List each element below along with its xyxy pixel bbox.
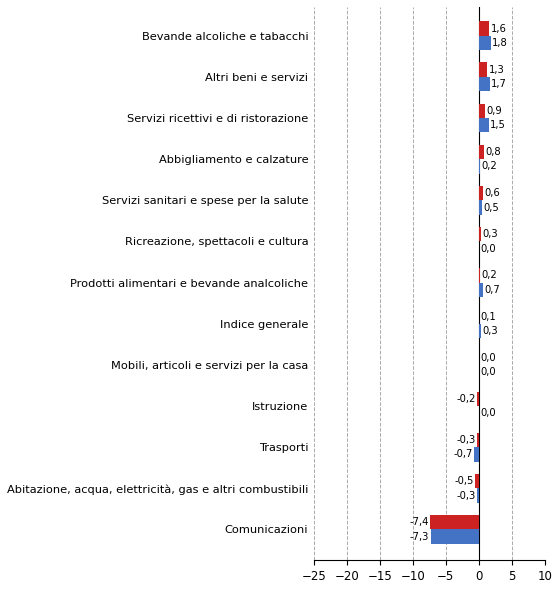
Bar bbox=[474, 447, 479, 461]
Text: 0,3: 0,3 bbox=[482, 326, 498, 336]
Bar bbox=[479, 268, 480, 283]
Text: 0,0: 0,0 bbox=[480, 367, 496, 377]
Text: 0,5: 0,5 bbox=[484, 202, 499, 212]
Text: -0,3: -0,3 bbox=[456, 435, 475, 445]
Text: -0,5: -0,5 bbox=[454, 476, 474, 486]
Text: 0,1: 0,1 bbox=[481, 312, 496, 322]
Bar bbox=[479, 283, 484, 297]
Text: -0,3: -0,3 bbox=[456, 490, 475, 500]
Text: 1,7: 1,7 bbox=[491, 79, 507, 89]
Text: 0,2: 0,2 bbox=[481, 270, 497, 280]
Bar bbox=[479, 63, 487, 77]
Text: 0,9: 0,9 bbox=[486, 106, 501, 116]
Bar bbox=[479, 309, 480, 324]
Bar bbox=[479, 145, 484, 159]
Text: 0,2: 0,2 bbox=[481, 162, 497, 171]
Bar bbox=[477, 392, 479, 406]
Bar bbox=[479, 159, 480, 173]
Text: 1,6: 1,6 bbox=[491, 24, 506, 34]
Text: 0,8: 0,8 bbox=[485, 147, 501, 157]
Bar bbox=[430, 515, 479, 529]
Bar bbox=[479, 324, 481, 338]
Bar bbox=[479, 104, 485, 118]
Text: -7,4: -7,4 bbox=[409, 517, 429, 527]
Bar bbox=[477, 489, 479, 503]
Bar bbox=[479, 201, 482, 215]
Bar bbox=[479, 21, 489, 36]
Bar bbox=[477, 433, 479, 447]
Text: -0,7: -0,7 bbox=[453, 450, 473, 460]
Text: 0,0: 0,0 bbox=[480, 408, 496, 418]
Bar bbox=[479, 36, 491, 50]
Bar bbox=[430, 529, 479, 544]
Text: 0,7: 0,7 bbox=[485, 285, 500, 295]
Text: 0,3: 0,3 bbox=[482, 230, 498, 240]
Text: -0,2: -0,2 bbox=[457, 394, 476, 404]
Bar bbox=[475, 474, 479, 489]
Text: 0,0: 0,0 bbox=[480, 244, 496, 254]
Bar bbox=[479, 118, 489, 132]
Bar bbox=[479, 186, 482, 201]
Text: 1,5: 1,5 bbox=[490, 120, 506, 130]
Text: 1,8: 1,8 bbox=[492, 38, 508, 48]
Text: -7,3: -7,3 bbox=[410, 532, 429, 542]
Text: 1,3: 1,3 bbox=[489, 65, 504, 75]
Bar bbox=[479, 77, 490, 91]
Bar bbox=[479, 227, 481, 241]
Text: 0,0: 0,0 bbox=[480, 353, 496, 363]
Text: 0,6: 0,6 bbox=[484, 188, 500, 198]
